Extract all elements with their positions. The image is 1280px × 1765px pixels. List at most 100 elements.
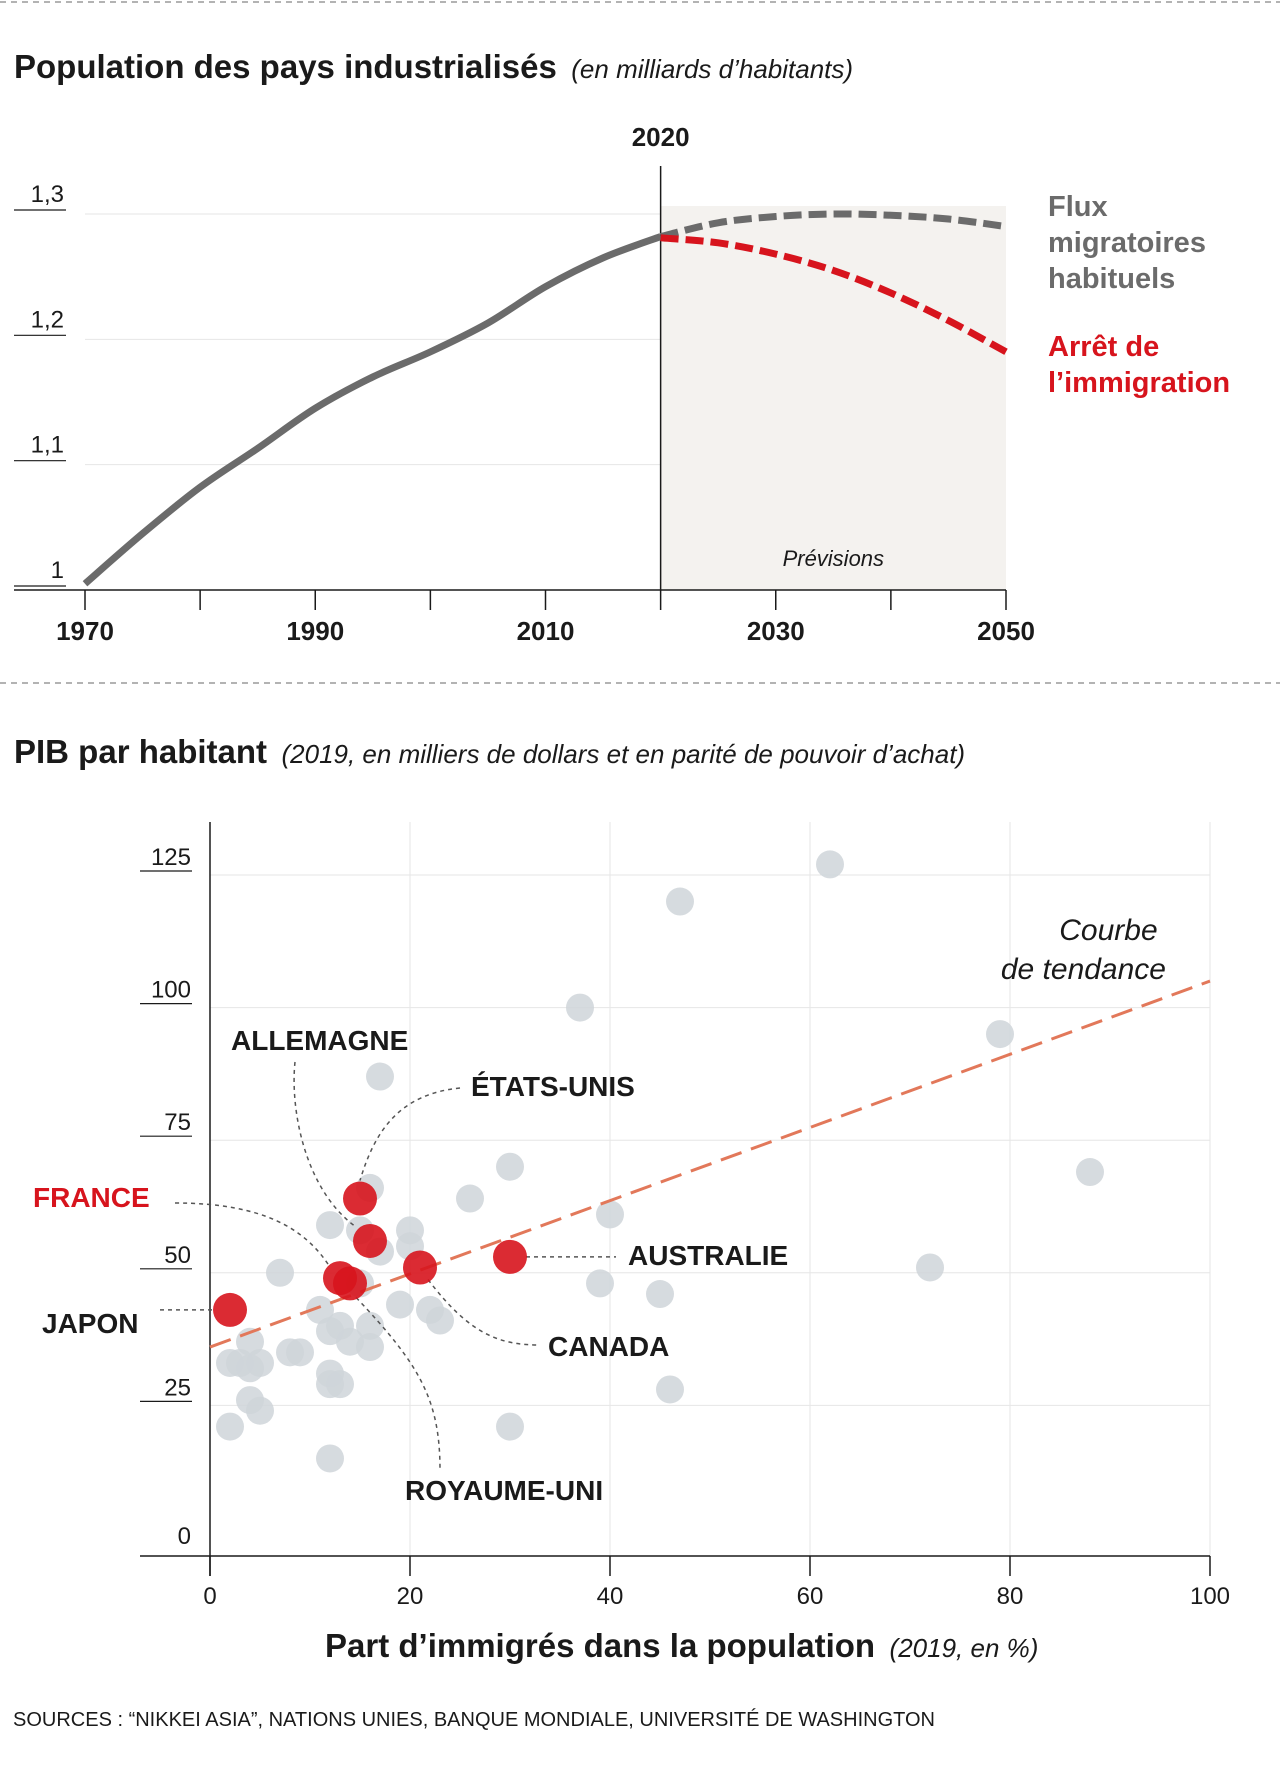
chart1-y-tick-label: 1,3	[31, 181, 64, 208]
chart2-y-tick-label: 0	[178, 1523, 191, 1550]
chart2-x-tick-label: 60	[797, 1583, 824, 1610]
chart1-x-tick-label: 1970	[56, 616, 114, 646]
chart2-axes: 0 20 40 60 80 100 0 25 50 75 100 125	[140, 822, 1230, 1610]
data-point	[1076, 1158, 1104, 1187]
chart2-xlabel: Part d’immigrés dans la population	[325, 1627, 875, 1664]
data-point	[226, 1348, 254, 1377]
chart2-title: PIB par habitant	[14, 733, 267, 770]
chart2-x-tick-label: 40	[597, 1583, 624, 1610]
chart2-x-tick-label: 20	[397, 1583, 424, 1610]
chart2-y-tick-label: 100	[151, 977, 191, 1004]
trend-label-line2: de tendance	[1001, 953, 1166, 986]
source-note: SOURCES : “NIKKEI ASIA”, NATIONS UNIES, …	[13, 1708, 935, 1731]
chart2-x-tick-label: 0	[203, 1583, 216, 1610]
country-label-canada: CANADA	[548, 1331, 669, 1362]
data-point	[586, 1269, 614, 1298]
country-label-australie: AUSTRALIE	[628, 1240, 788, 1271]
chart1-y-tick-label: 1,2	[31, 306, 64, 333]
leader-line-etats-unis	[359, 1087, 461, 1181]
highlight-point-royaume-uni	[333, 1266, 367, 1301]
leader-line-canada	[427, 1279, 541, 1346]
chart2-x-tick-label: 80	[997, 1583, 1024, 1610]
data-point	[596, 1200, 624, 1229]
highlight-point-japon	[213, 1292, 247, 1327]
data-point	[216, 1412, 244, 1441]
country-label-france: FRANCE	[33, 1182, 150, 1213]
trend-label: Courbe de tendance	[1001, 914, 1166, 986]
chart1-2020-label: 2020	[632, 122, 690, 152]
chart1-legend-flux: Flux migratoires habituels	[1048, 191, 1214, 295]
chart1-x-axis: 1970 1990 2010 2030 2050	[14, 589, 1035, 646]
chart1-title: Population des pays industrialisés	[14, 48, 557, 85]
highlight-point-allemagne	[353, 1223, 387, 1258]
data-point	[266, 1258, 294, 1287]
chart2-y-tick-label: 125	[151, 844, 191, 871]
data-point	[986, 1020, 1014, 1049]
chart1-x-tick-label: 2010	[517, 616, 575, 646]
chart1-y-tick-label: 1	[51, 557, 64, 584]
legend-arret-line2: l’immigration	[1048, 367, 1230, 399]
chart1-x-tick-label: 2050	[977, 616, 1035, 646]
chart1-x-tick-label: 2030	[747, 616, 805, 646]
data-point	[496, 1412, 524, 1441]
chart2-y-tick-label: 25	[164, 1374, 191, 1401]
legend-arret-line1: Arrêt de	[1048, 331, 1159, 363]
chart1-subtitle: (en milliards d’habitants)	[571, 54, 853, 84]
chart1-title-line: Population des pays industrialisés (en m…	[14, 48, 853, 85]
leader-line-allemagne	[293, 1061, 357, 1228]
data-point	[816, 850, 844, 879]
data-point	[366, 1062, 394, 1091]
data-point	[316, 1444, 344, 1473]
chart1-y-tick-label: 1,1	[31, 432, 64, 459]
country-label-états-unis: ÉTATS-UNIS	[471, 1071, 635, 1102]
data-point	[566, 993, 594, 1022]
data-point	[656, 1375, 684, 1404]
chart1-x-tick-label: 1990	[286, 616, 344, 646]
data-point	[426, 1306, 454, 1335]
chart2-highlighted-points	[213, 1181, 527, 1327]
chart2-xlabel-line: Part d’immigrés dans la population (2019…	[325, 1627, 1038, 1664]
data-point	[456, 1184, 484, 1213]
chart2-y-tick-label: 75	[164, 1109, 191, 1136]
data-point	[916, 1253, 944, 1282]
chart2-points	[216, 850, 1104, 1473]
highlight-point-australie	[493, 1239, 527, 1274]
chart1-legend-arret: Arrêt de l’immigration	[1048, 331, 1230, 399]
chart1-forecast-label: Prévisions	[783, 546, 884, 571]
trend-line	[209, 979, 1211, 1349]
data-point	[666, 887, 694, 916]
chart1-series-line-2	[660, 234, 1008, 355]
highlight-point-états-unis	[343, 1181, 377, 1216]
chart2-x-tick-label: 100	[1190, 1583, 1230, 1610]
chart1-forecast-area	[660, 206, 1006, 590]
data-point	[356, 1333, 384, 1362]
chart1-series	[82, 210, 1008, 587]
data-point	[306, 1295, 334, 1324]
country-label-royaume-uni: ROYAUME-UNI	[405, 1475, 603, 1506]
chart2-gridlines	[210, 822, 1211, 1556]
highlight-point-canada	[403, 1250, 437, 1285]
chart2-leader-lines	[160, 1061, 616, 1471]
chart2-y-tick-label: 50	[164, 1242, 191, 1269]
data-point	[316, 1370, 344, 1399]
country-label-japon: JAPON	[42, 1308, 138, 1339]
data-point	[496, 1152, 524, 1181]
chart1-series-line-1	[659, 210, 1007, 240]
chart2-xlabel-note: (2019, en %)	[890, 1633, 1039, 1663]
legend-flux-line3: habituels	[1048, 263, 1175, 295]
data-point	[276, 1338, 304, 1367]
chart2-subtitle: (2019, en milliers de dollars et en pari…	[281, 739, 965, 769]
chart1-y-axis: 1 1,1 1,2 1,3	[14, 181, 66, 587]
data-point	[356, 1311, 384, 1340]
trend-label-line1: Courbe	[1059, 914, 1157, 947]
data-point	[646, 1280, 674, 1309]
legend-flux-line1: Flux	[1048, 191, 1108, 223]
data-point	[246, 1396, 274, 1425]
chart2-country-labels: ALLEMAGNE ÉTATS-UNIS FRANCE AUSTRALIE JAPON C…	[33, 1025, 788, 1506]
legend-flux-line2: migratoires	[1048, 227, 1206, 259]
data-point	[316, 1211, 344, 1240]
chart2-title-line: PIB par habitant (2019, en milliers de d…	[14, 733, 965, 770]
leader-line-france	[174, 1202, 329, 1265]
chart1-series-line-0	[82, 233, 662, 587]
